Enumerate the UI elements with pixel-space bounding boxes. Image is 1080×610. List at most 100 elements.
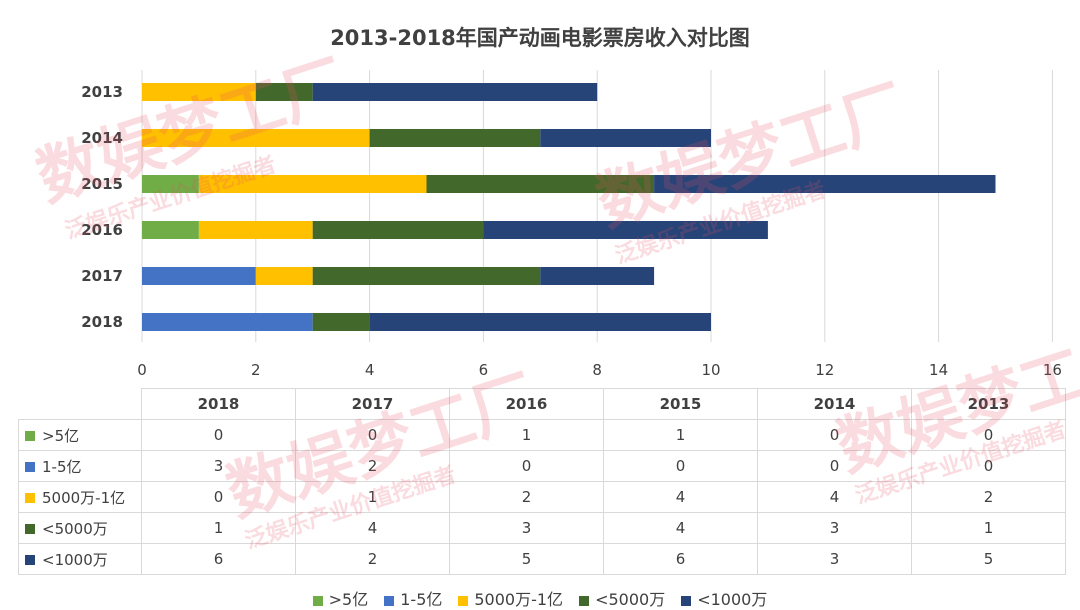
legend-swatch	[579, 595, 590, 606]
x-tick-label: 0	[137, 361, 147, 379]
series-name: <5000万	[42, 519, 108, 538]
legend-item: <5000万	[579, 586, 665, 610]
y-tick-label: 2016	[81, 221, 123, 239]
bar-segment	[483, 221, 768, 239]
bar-segment	[142, 129, 370, 147]
legend-item: 5000万-1亿	[458, 586, 563, 610]
table-cell: 0	[141, 419, 296, 451]
table-column-header: 2013	[911, 388, 1066, 420]
series-name: 1-5亿	[42, 457, 82, 476]
legend-label: >5亿	[328, 590, 369, 609]
table-cell: 3	[757, 512, 912, 544]
table-cell: 2	[449, 481, 604, 513]
data-table: 2018 2017 2016 2015 2014 2013 >5亿 0 0 1 1 0 0 1-5亿 3 2 0…	[18, 388, 1066, 575]
table-column-header: 2015	[603, 388, 758, 420]
bar-segment	[654, 175, 996, 193]
table-cell: 6	[603, 543, 758, 575]
legend-swatch	[25, 555, 35, 565]
legend-label: <5000万	[595, 590, 666, 609]
table-cell: 1	[141, 512, 296, 544]
table-cell: 6	[141, 543, 296, 575]
x-tick-label: 14	[929, 361, 948, 379]
bar-segment	[369, 313, 711, 331]
table-cell: 0	[757, 419, 912, 451]
bar-segment	[540, 267, 655, 285]
legend-item: <1000万	[681, 586, 767, 610]
table-column-header: 2018	[141, 388, 296, 420]
legend-label: 5000万-1亿	[474, 590, 564, 609]
y-tick-label: 2013	[81, 83, 123, 101]
legend-swatch	[25, 462, 35, 472]
series-name: >5亿	[42, 426, 80, 445]
x-tick-label: 8	[592, 361, 602, 379]
bar-segment	[198, 175, 427, 193]
table-cell: 4	[295, 512, 450, 544]
y-tick-label: 2015	[81, 175, 123, 193]
bar-segment	[142, 175, 199, 193]
table-cell: 0	[141, 481, 296, 513]
series-name: <1000万	[42, 550, 108, 569]
bar-segment	[255, 267, 313, 285]
bar-segment	[312, 267, 541, 285]
table-row: 5000万-1亿 0 1 2 4 4 2	[18, 481, 1066, 513]
legend-label: 1-5亿	[400, 590, 443, 609]
table-cell: 4	[757, 481, 912, 513]
legend-swatch	[681, 595, 692, 606]
table-cell: 5	[449, 543, 604, 575]
table-cell: 0	[449, 450, 604, 482]
table-cell: 4	[603, 481, 758, 513]
chart-title: 2013-2018年国产动画电影票房收入对比图	[330, 26, 750, 50]
table-column-header: 2017	[295, 388, 450, 420]
legend-swatch	[25, 431, 35, 441]
table-cell: 1	[449, 419, 604, 451]
legend-swatch	[25, 493, 35, 503]
table-row-header: 5000万-1亿	[18, 481, 142, 513]
table-row-header: <5000万	[18, 512, 142, 544]
bar-segment	[312, 83, 598, 101]
table-row-header: >5亿	[18, 419, 142, 451]
x-tick-label: 2	[251, 361, 261, 379]
bar-segment	[540, 129, 711, 147]
y-tick-label: 2014	[81, 129, 123, 147]
table-corner	[18, 388, 142, 420]
legend-swatch	[384, 595, 395, 606]
bar-segment	[426, 175, 655, 193]
table-column-header: 2016	[449, 388, 604, 420]
x-tick-label: 6	[479, 361, 489, 379]
legend-swatch	[312, 595, 323, 606]
series-name: 5000万-1亿	[42, 488, 126, 507]
table-cell: 1	[911, 512, 1066, 544]
x-tick-label: 16	[1043, 361, 1062, 379]
table-row: <5000万 1 4 3 4 3 1	[18, 512, 1066, 544]
table-cell: 0	[757, 450, 912, 482]
table-cell: 3	[141, 450, 296, 482]
table-row-header: 1-5亿	[18, 450, 142, 482]
x-tick-label: 4	[365, 361, 375, 379]
bar-segment	[142, 313, 313, 331]
bar-segment	[312, 221, 484, 239]
table-row: <1000万 6 2 5 6 3 5	[18, 543, 1066, 575]
table-row: 1-5亿 3 2 0 0 0 0	[18, 450, 1066, 482]
table-cell: 2	[295, 450, 450, 482]
table-cell: 3	[757, 543, 912, 575]
legend-item: >5亿	[312, 586, 369, 610]
table-cell: 2	[295, 543, 450, 575]
legend-item: 1-5亿	[384, 586, 442, 610]
bar-segment	[369, 129, 541, 147]
legend-label: <1000万	[697, 590, 768, 609]
legend-swatch	[458, 595, 469, 606]
table-row-header: <1000万	[18, 543, 142, 575]
bar-chart: 0 2 4 6 8 10 12 14 16 2013 2014 2015 2016 2017 2018	[81, 70, 1062, 379]
chart-legend: >5亿 1-5亿 5000万-1亿 <5000万 <1000万	[0, 586, 1080, 610]
table-cell: 3	[449, 512, 604, 544]
x-tick-label: 12	[815, 361, 834, 379]
bar-segment	[198, 221, 313, 239]
bar-segment	[312, 313, 370, 331]
bar-segment	[255, 83, 313, 101]
table-cell: 0	[603, 450, 758, 482]
table-column-header: 2014	[757, 388, 912, 420]
y-tick-label: 2018	[81, 313, 123, 331]
bar-segment	[142, 267, 256, 285]
y-tick-label: 2017	[81, 267, 123, 285]
